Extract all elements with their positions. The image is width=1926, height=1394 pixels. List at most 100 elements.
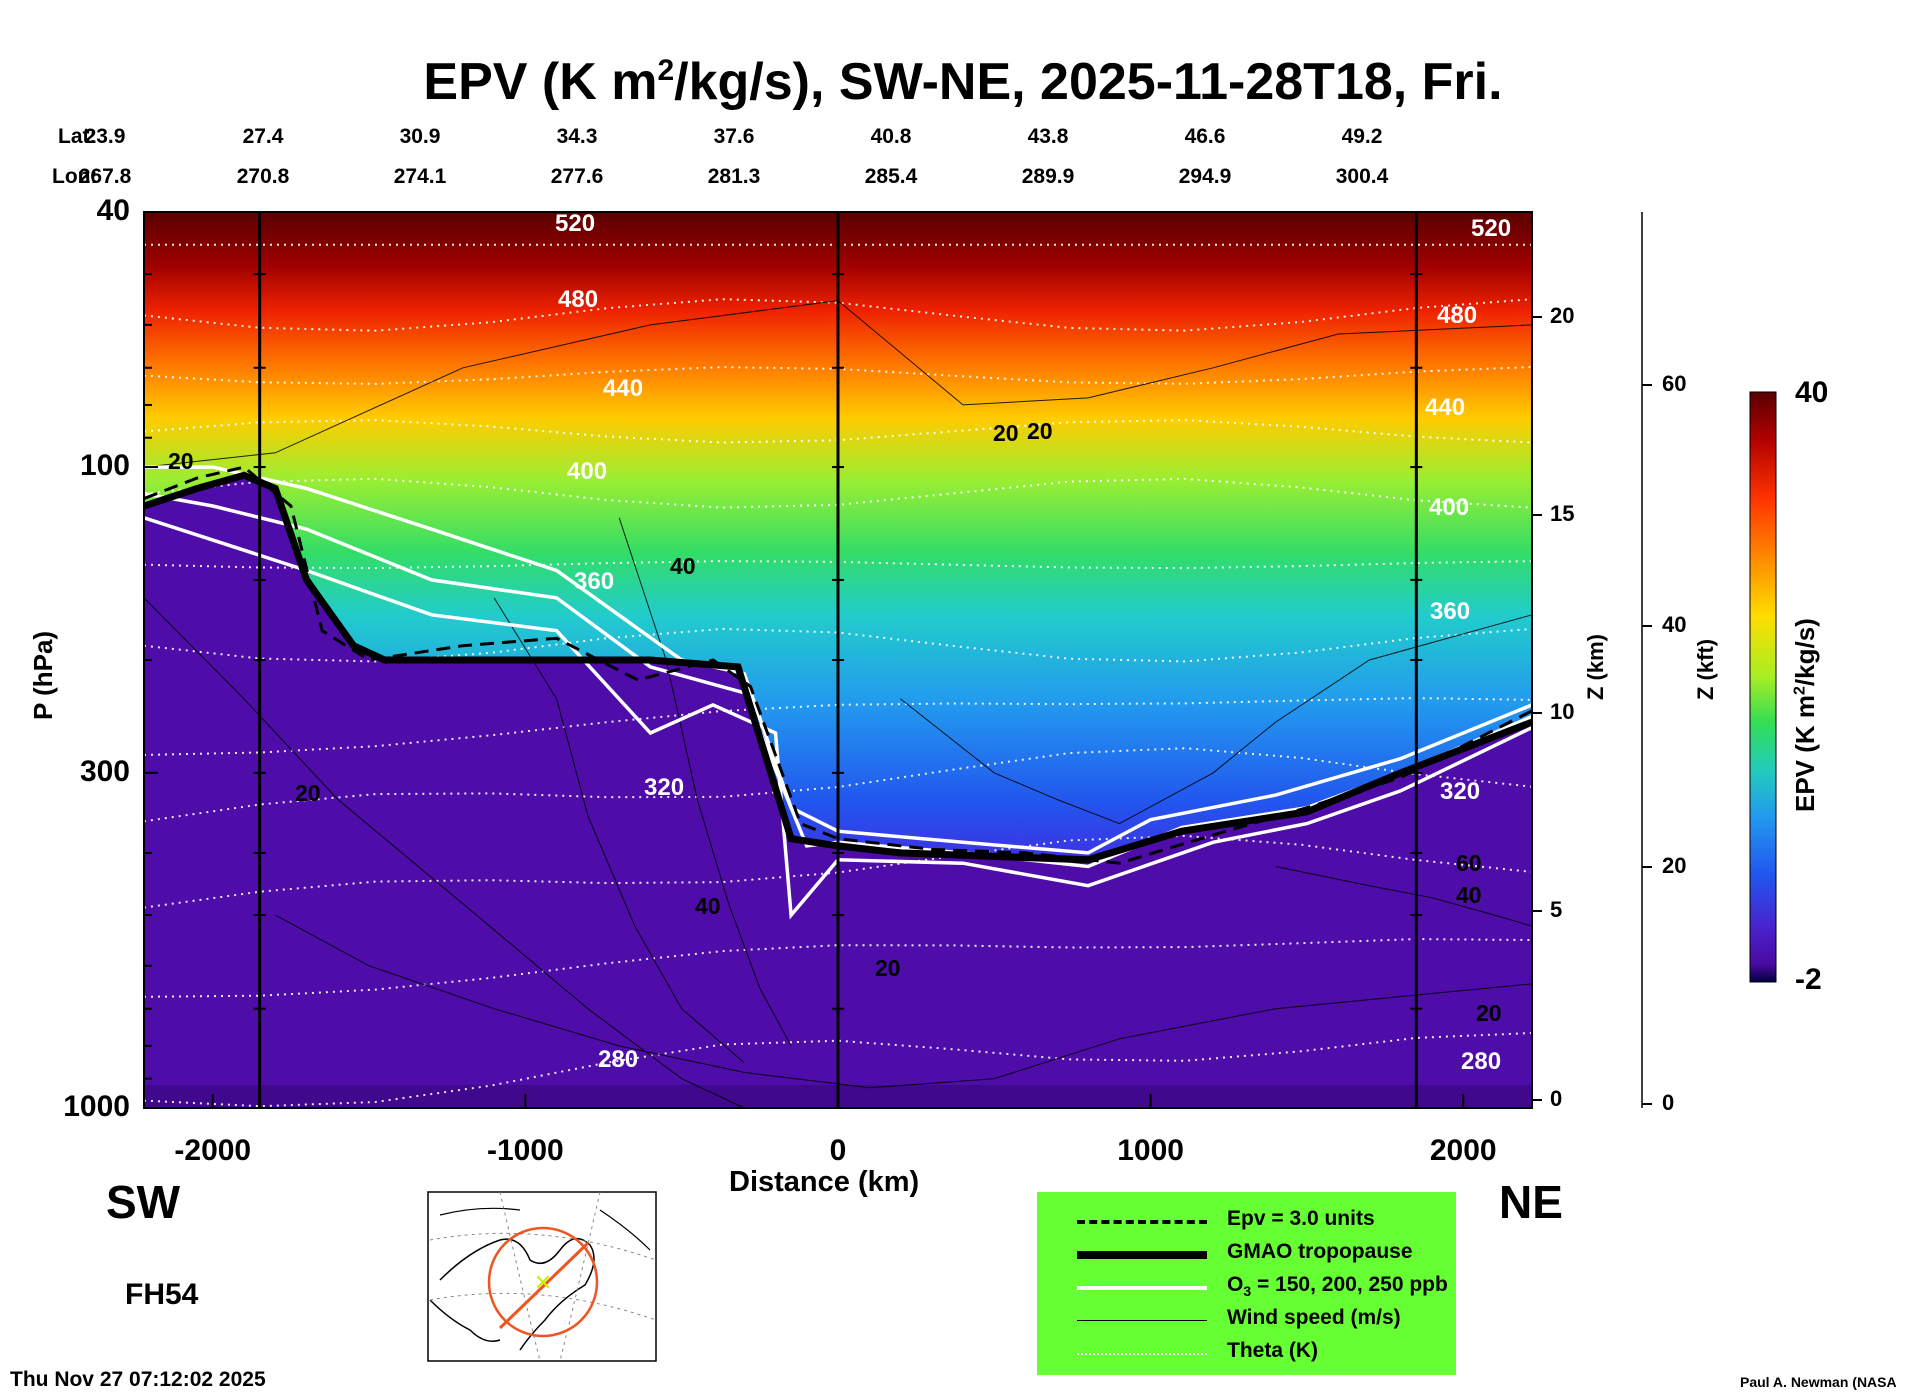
lon-value: 289.9 bbox=[1021, 165, 1075, 188]
epv-3-contour-line bbox=[144, 465, 1532, 865]
coastline-north bbox=[439, 1207, 651, 1251]
tropopause-overlays bbox=[144, 465, 1532, 920]
ozone-contour-line bbox=[144, 491, 1532, 869]
lat-value: 46.6 bbox=[1184, 125, 1226, 148]
z-km-tick-label: 20 bbox=[1550, 303, 1575, 328]
wind-contour-line bbox=[900, 614, 1532, 825]
z-kft-tick-label: 0 bbox=[1662, 1090, 1675, 1115]
legend-item-epv: Epv = 3.0 units bbox=[1037, 1207, 1456, 1237]
y-axis-label: P (hPa) bbox=[28, 630, 58, 720]
theta-contour-line bbox=[144, 747, 1532, 823]
theta-contour-line bbox=[144, 419, 1532, 444]
wind-contour-label: 20 bbox=[168, 448, 194, 474]
z-kft-tick-label: 20 bbox=[1662, 853, 1687, 878]
lon-value: 274.1 bbox=[393, 165, 447, 188]
legend-item-theta: Theta (K) bbox=[1037, 1339, 1456, 1369]
legend-box: Epv = 3.0 units GMAO tropopause O3 = 150… bbox=[1037, 1192, 1456, 1375]
theta-contour-label: 520 bbox=[1471, 215, 1512, 242]
wind-speed-contours bbox=[144, 300, 1532, 1108]
map-inset: ✕ bbox=[427, 1191, 657, 1362]
lat-value: 34.3 bbox=[556, 125, 598, 148]
y-tick-label: 100 bbox=[79, 449, 130, 483]
wind-contour-line bbox=[1275, 866, 1532, 927]
theta-contour-line bbox=[144, 298, 1532, 332]
lat-value: 49.2 bbox=[1341, 125, 1383, 148]
lat-value: 40.8 bbox=[870, 125, 912, 148]
wind-contour-line bbox=[144, 300, 1532, 468]
legend-item-tropopause: GMAO tropopause bbox=[1037, 1240, 1456, 1270]
sw-label: SW bbox=[106, 1176, 181, 1228]
z-km-tick-label: 0 bbox=[1550, 1086, 1563, 1111]
x-tick-label: 1000 bbox=[1117, 1134, 1184, 1167]
theta-contour-label: 280 bbox=[1461, 1048, 1502, 1075]
theta-contour-label: 480 bbox=[558, 286, 599, 313]
lon-value: 270.8 bbox=[236, 165, 290, 188]
cross-section-path bbox=[498, 1241, 590, 1330]
colorbar-label: EPV (K m2/kg/s) bbox=[1790, 618, 1820, 812]
z-km-axis-label: Z (km) bbox=[1583, 634, 1608, 700]
vertical-marker-lines bbox=[253, 212, 1423, 1109]
lat-value: 37.6 bbox=[713, 125, 755, 148]
lon-label: Lon: bbox=[52, 165, 98, 188]
x-tick-label: -1000 bbox=[487, 1134, 564, 1167]
theta-contour-label: 400 bbox=[1429, 494, 1470, 521]
legend-tropopause-swatch bbox=[1077, 1251, 1207, 1259]
x-tick-label: 0 bbox=[829, 1134, 847, 1167]
z-km-tick-label: 10 bbox=[1550, 699, 1575, 724]
legend-ozone-swatch bbox=[1077, 1286, 1207, 1290]
lon-value: 267.8 bbox=[78, 165, 132, 188]
y-tick-label: 300 bbox=[79, 754, 130, 788]
wind-contour-label: 20 bbox=[1476, 1000, 1502, 1026]
lat-label: Lat: bbox=[58, 125, 97, 148]
wind-contour-line bbox=[144, 597, 745, 1108]
coastline-shape bbox=[429, 1237, 595, 1351]
y-tick-label: 1000 bbox=[63, 1090, 130, 1123]
theta-contour-line bbox=[144, 697, 1532, 756]
theta-contour-line bbox=[144, 938, 1532, 998]
wind-contour-line bbox=[493, 597, 745, 1064]
colorbar-min-label: -2 bbox=[1795, 963, 1822, 996]
tropopause-line bbox=[144, 471, 1532, 864]
center-marker-icon: ✕ bbox=[534, 1270, 552, 1295]
z-kft-axis-label: Z (kft) bbox=[1693, 638, 1718, 700]
wind-contour-label: 60 bbox=[1456, 850, 1482, 876]
ne-label: NE bbox=[1499, 1176, 1563, 1228]
colorbar bbox=[1749, 391, 1777, 983]
z-km-tick-label: 15 bbox=[1550, 501, 1575, 526]
theta-contour-line bbox=[144, 834, 1532, 909]
x-axis-label: Distance (km) bbox=[729, 1166, 920, 1198]
map-frame bbox=[427, 1191, 657, 1362]
axis-ticks bbox=[144, 211, 1652, 1109]
chart-title: EPV (K m2/kg/s), SW-NE, 2025-11-28T18, F… bbox=[423, 53, 1503, 111]
y-tick-label: 40 bbox=[96, 194, 130, 227]
legend-item-ozone: O3 = 150, 200, 250 ppb bbox=[1037, 1273, 1456, 1303]
wind-contour-label: 20 bbox=[993, 420, 1019, 446]
lat-value: 30.9 bbox=[399, 125, 441, 148]
theta-contour-label: 320 bbox=[1440, 778, 1481, 805]
lon-value: 285.4 bbox=[864, 165, 918, 188]
theta-contour-line bbox=[144, 1032, 1532, 1108]
wind-contour-label: 20 bbox=[1027, 418, 1053, 444]
lon-value: 281.3 bbox=[707, 165, 761, 188]
z-kft-tick-label: 40 bbox=[1662, 612, 1687, 637]
z-kft-tick-label: 60 bbox=[1662, 371, 1687, 396]
wind-contour-label: 40 bbox=[1456, 882, 1482, 908]
legend-item-wind: Wind speed (m/s) bbox=[1037, 1306, 1456, 1336]
theta-contour-label: 520 bbox=[555, 210, 596, 237]
forecast-hour-label: FH54 bbox=[125, 1278, 199, 1311]
theta-contour-label: 360 bbox=[574, 568, 615, 595]
lon-value: 300.4 bbox=[1335, 165, 1389, 188]
theta-contour-label: 400 bbox=[567, 458, 608, 485]
wind-contour-label: 20 bbox=[875, 955, 901, 981]
lat-value: 27.4 bbox=[242, 125, 284, 148]
lon-value: 294.9 bbox=[1178, 165, 1232, 188]
theta-contour-label: 360 bbox=[1430, 598, 1471, 625]
legend-epv-swatch bbox=[1077, 1220, 1207, 1224]
run-timestamp: Thu Nov 27 07:12:02 2025 bbox=[10, 1368, 266, 1391]
z-km-tick-label: 5 bbox=[1550, 897, 1563, 922]
wind-contour-line bbox=[275, 914, 1532, 1089]
theta-contour-label: 480 bbox=[1437, 302, 1478, 329]
lat-value: 43.8 bbox=[1027, 125, 1069, 148]
wind-contour-line bbox=[618, 517, 792, 1047]
